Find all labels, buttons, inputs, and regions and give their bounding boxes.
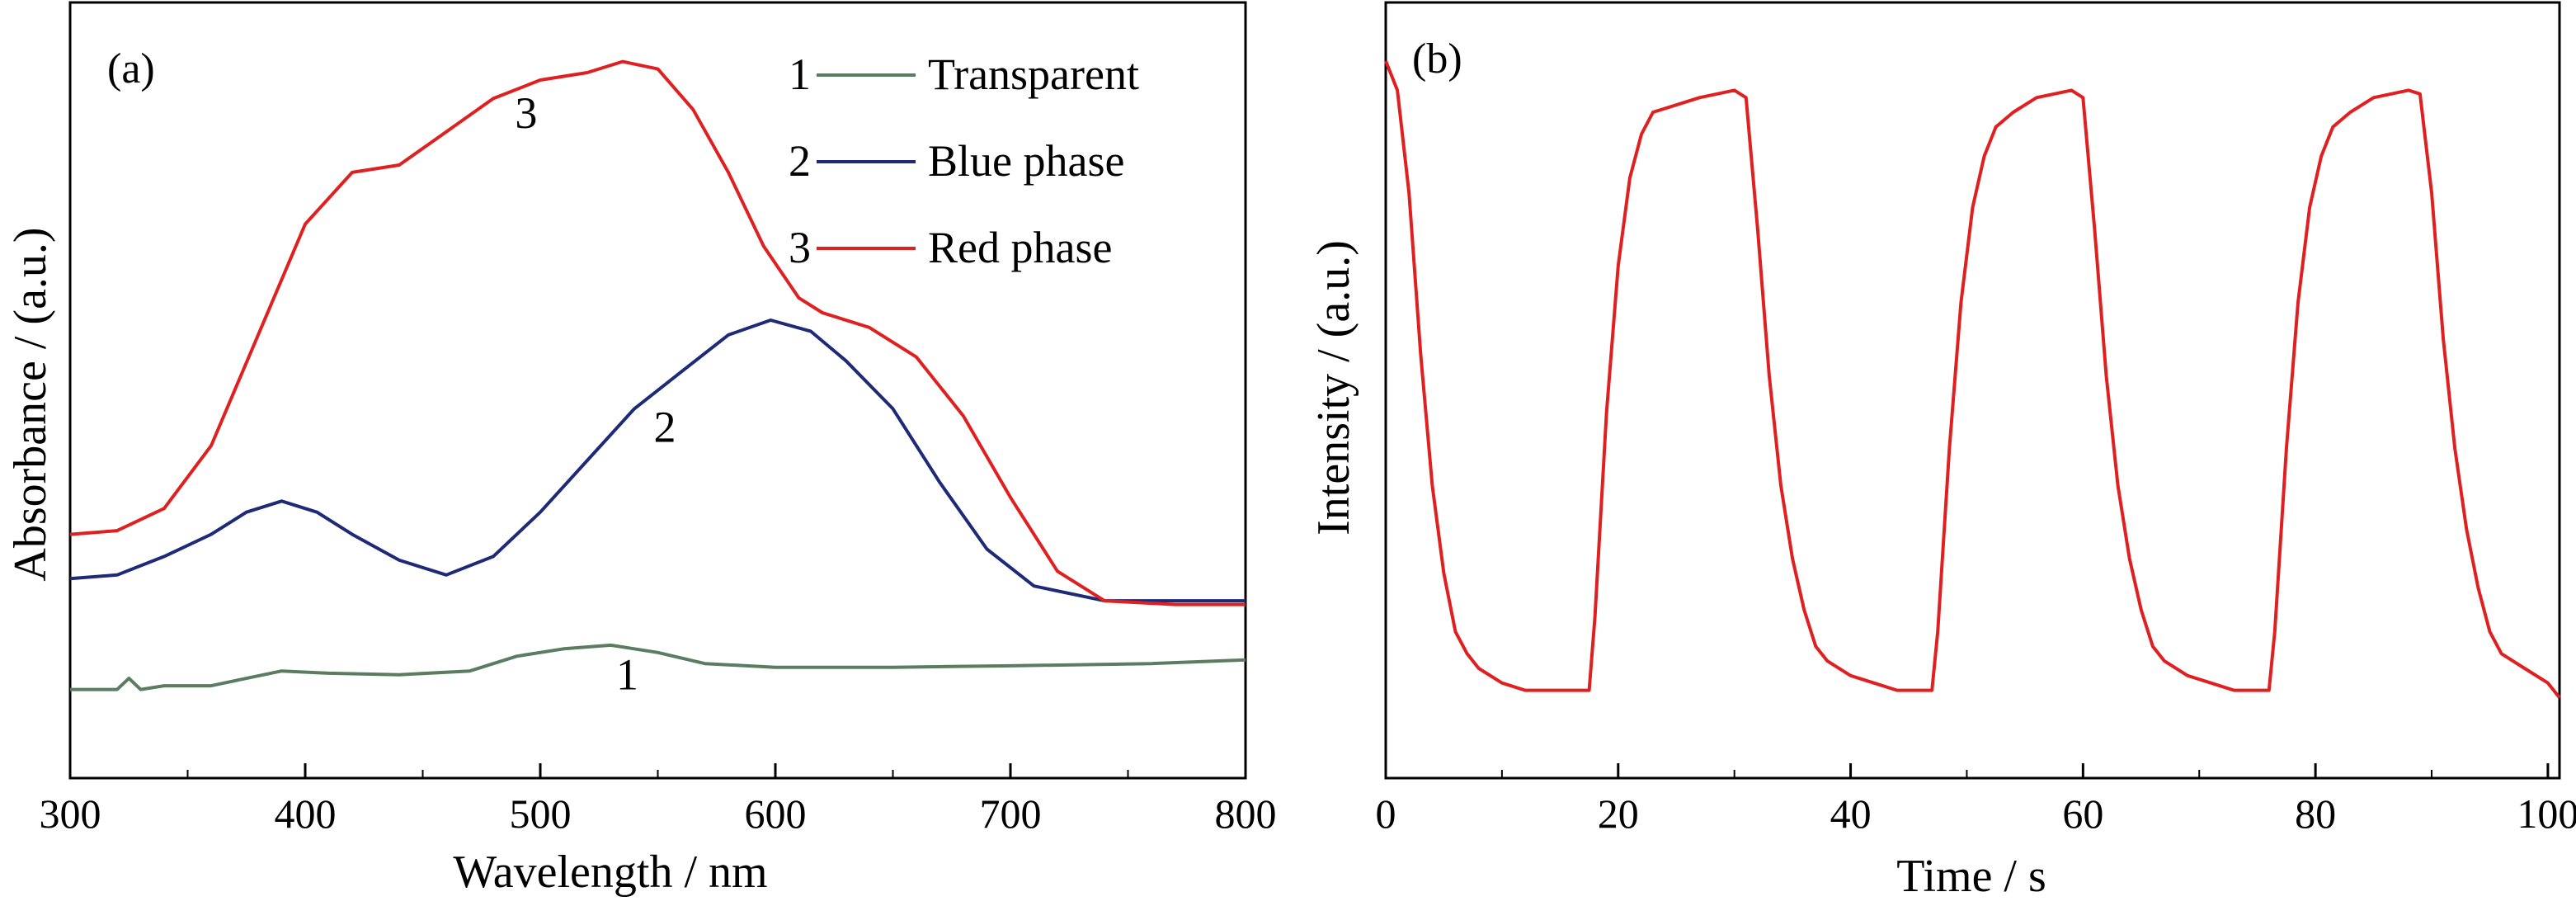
panel-a-series-blue-phase-line <box>69 319 1246 603</box>
legend-label-transparent: Transparent <box>928 50 1139 99</box>
panel-b-x-tick-label: 80 <box>2295 790 2336 837</box>
panel-b-x-axis-title: Time / s <box>1896 851 2046 902</box>
panel-a-x-tick-label: 400 <box>275 790 337 837</box>
curve-label-1: 1 <box>616 650 638 700</box>
panel-b-plot-frame <box>1384 1 2561 780</box>
panel-b-x-tick-label: 20 <box>1598 790 1639 837</box>
panel-a-curve-labels: 1 2 3 <box>515 88 676 699</box>
panel-b-x-tick-label: 100 <box>2517 790 2576 837</box>
legend-label-blue-phase: Blue phase <box>928 136 1124 186</box>
panel-a-x-ticks: 300 400 500 600 700 800 <box>40 763 1277 837</box>
panel-b-label: (b) <box>1412 35 1462 83</box>
panel-a-series-red-phase-line <box>69 59 1246 606</box>
panel-b-y-axis-title: Intensity / (a.u.) <box>1308 240 1359 536</box>
panel-b-x-ticks: 0 20 40 60 80 100 <box>1376 763 2576 837</box>
legend-marker-3: 3 <box>789 223 811 272</box>
panel-a-series-transparent-line <box>70 643 1246 691</box>
panel-a-label: (a) <box>107 45 155 92</box>
legend-marker-1: 1 <box>789 50 811 99</box>
legend-label-red-phase: Red phase <box>928 223 1112 272</box>
panel-a-x-axis-title: Wavelength / nm <box>453 847 767 898</box>
legend-marker-2: 2 <box>789 136 811 186</box>
panel-a-x-tick-label: 300 <box>40 790 101 837</box>
panel-a-legend: 1 Transparent 2 Blue phase 3 Red phase <box>789 50 1139 272</box>
curve-label-2: 2 <box>654 403 676 452</box>
panel-b-x-tick-label: 40 <box>1830 790 1872 837</box>
panel-a-x-tick-label: 700 <box>980 790 1042 837</box>
panel-a-y-axis-title: Absorbance / (a.u.) <box>5 227 56 581</box>
curve-label-3: 3 <box>515 88 537 138</box>
panel-a-x-tick-label: 800 <box>1215 790 1277 837</box>
panel-a-chart: 300 400 500 600 700 800 1 Transparent 2 Blue pha… <box>5 1 1277 898</box>
panel-b-series-0-line <box>1384 60 2561 699</box>
panel-a-x-tick-label: 600 <box>745 790 807 837</box>
panel-b-chart: 0 20 40 60 80 100 (b) Time / s Intensity / (a… <box>1308 1 2576 902</box>
panel-b-x-tick-label: 60 <box>2062 790 2103 837</box>
panel-b-x-tick-label: 0 <box>1376 790 1396 837</box>
panel-a-curves <box>69 59 1246 691</box>
panel-b-curves <box>1384 60 2561 699</box>
panel-a-x-tick-label: 500 <box>510 790 572 837</box>
